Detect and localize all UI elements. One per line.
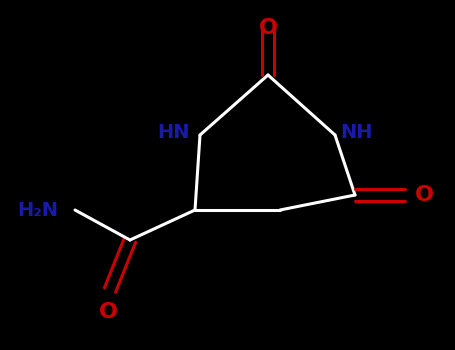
Text: H₂N: H₂N [17,201,58,219]
Text: O: O [415,185,434,205]
Text: HN: HN [157,122,190,141]
Text: NH: NH [340,122,373,141]
Text: O: O [258,18,278,38]
Text: O: O [98,302,117,322]
